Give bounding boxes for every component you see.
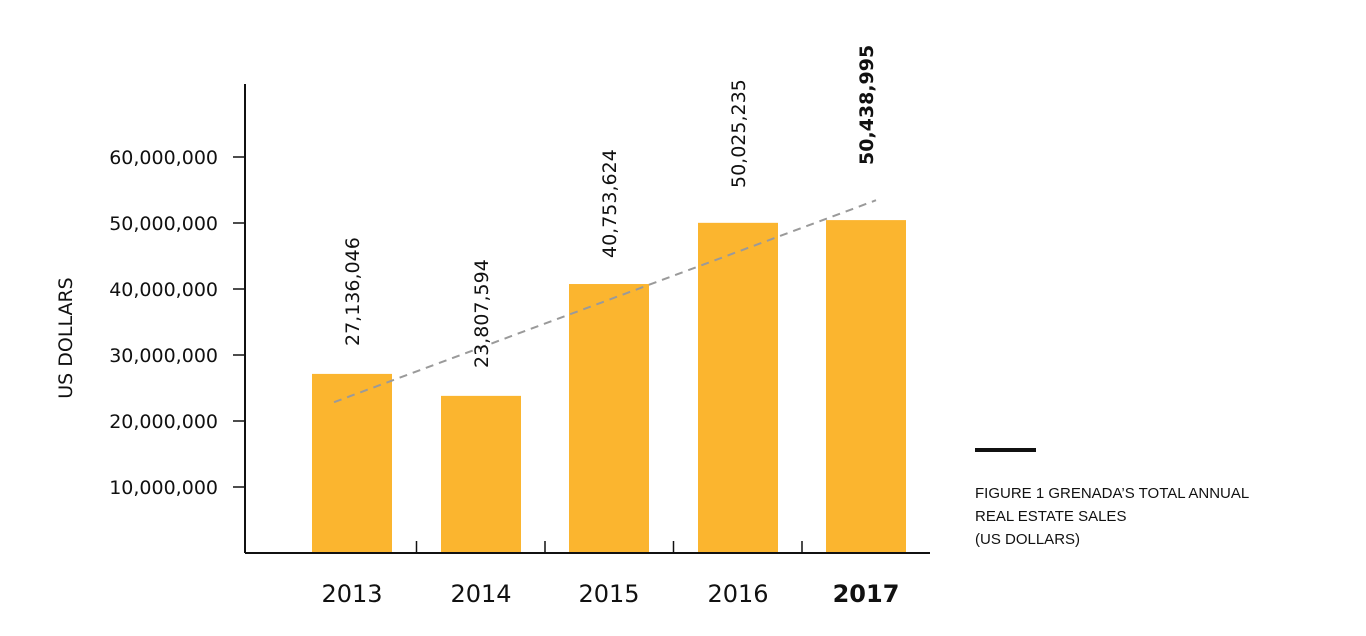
x-tick-label: 2016 <box>707 580 768 608</box>
trendline-group <box>333 199 877 404</box>
value-label: 27,136,046 <box>342 237 364 346</box>
trendline <box>333 199 877 404</box>
y-tick-label: 60,000,000 <box>109 147 218 169</box>
y-tick-label: 10,000,000 <box>109 477 218 499</box>
x-tick-label: 2017 <box>833 580 900 608</box>
caption-line: FIGURE 1 GRENADA’S TOTAL ANNUAL <box>975 485 1250 502</box>
x-axis-ticks: 2013 2014 2015 2016 2017 <box>321 580 899 608</box>
y-axis-ticks: 10,000,000 20,000,000 30,000,000 40,000,000… <box>109 147 245 499</box>
bar <box>826 220 906 553</box>
bar <box>441 395 521 553</box>
y-tick-label: 20,000,000 <box>109 411 218 433</box>
value-label: 50,438,995 <box>856 45 878 165</box>
value-label: 40,753,624 <box>599 149 621 258</box>
caption-rule <box>975 448 1036 452</box>
x-tick-label: 2013 <box>321 580 382 608</box>
axes <box>244 84 930 554</box>
value-label: 23,807,594 <box>471 259 493 368</box>
x-tick-label: 2015 <box>578 580 639 608</box>
y-tick-label: 50,000,000 <box>109 213 218 235</box>
figure-caption: FIGURE 1 GRENADA’S TOTAL ANNUAL REAL EST… <box>975 482 1249 551</box>
y-tick-label: 40,000,000 <box>109 279 218 301</box>
y-axis-title: US DOLLARS <box>55 277 77 398</box>
caption-line: (US DOLLARS) <box>975 531 1081 548</box>
bar <box>569 284 649 553</box>
value-label: 50,025,235 <box>728 79 750 188</box>
bars <box>312 220 906 554</box>
y-tick-label: 30,000,000 <box>109 345 218 367</box>
bar <box>312 373 392 553</box>
caption-line: REAL ESTATE SALES <box>975 508 1127 525</box>
x-tick-label: 2014 <box>450 580 511 608</box>
value-labels: 27,136,046 23,807,594 40,753,624 50,025,235… <box>342 45 878 368</box>
bar <box>698 222 778 554</box>
